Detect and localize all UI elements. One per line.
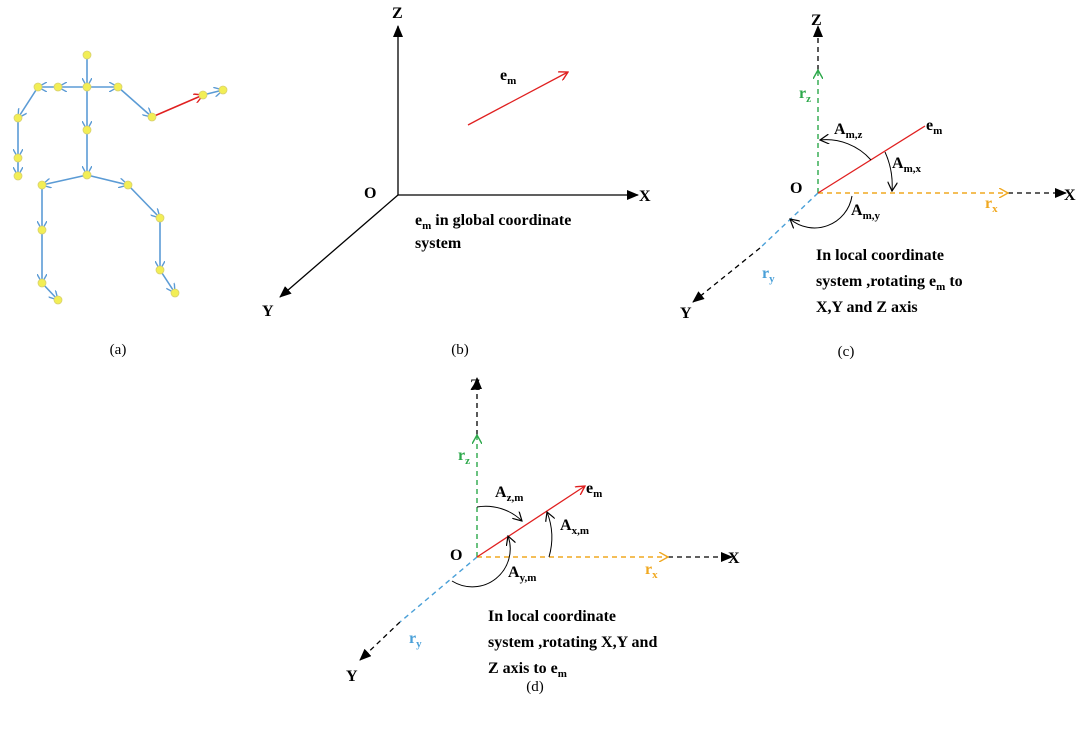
note-text: to xyxy=(945,273,962,290)
x-label: X xyxy=(639,188,651,205)
note: em in global coordinate xyxy=(415,212,571,232)
base: A xyxy=(560,517,572,534)
angle-label: Az,m xyxy=(495,484,523,504)
y-label: Y xyxy=(346,668,358,685)
caption: (a) xyxy=(110,342,127,358)
subscript: m xyxy=(936,281,945,293)
origin-label: O xyxy=(790,180,802,197)
base: r xyxy=(645,561,652,578)
base: A xyxy=(834,121,846,138)
base: e xyxy=(415,212,422,229)
base: r xyxy=(458,447,465,464)
skeleton xyxy=(14,50,228,305)
note: system ,rotating X,Y and xyxy=(488,634,657,651)
note-text: Z axis to xyxy=(488,660,551,677)
subscript: z xyxy=(465,455,470,467)
subscript: x,m xyxy=(572,525,589,537)
angle-label: Am,z xyxy=(834,121,862,141)
vector-label: em xyxy=(500,67,516,87)
subscript: m,y xyxy=(863,210,881,222)
base: r xyxy=(799,85,806,102)
axes-d xyxy=(359,377,733,661)
subscript: y xyxy=(769,273,775,285)
base: e xyxy=(926,117,933,134)
subscript: m xyxy=(422,220,431,232)
angle-label: Am,y xyxy=(851,202,880,222)
note: system ,rotating em to xyxy=(816,273,963,293)
rz-label: rz xyxy=(799,85,811,105)
base: A xyxy=(851,202,863,219)
subscript: m,x xyxy=(904,163,922,175)
subscript: z xyxy=(806,93,811,105)
subscript: m xyxy=(558,668,567,680)
subscript: x xyxy=(992,203,998,215)
y-label: Y xyxy=(680,305,692,322)
base: e xyxy=(929,273,936,290)
ry-label: ry xyxy=(762,265,775,285)
base: e xyxy=(551,660,558,677)
subscript: m xyxy=(593,488,602,500)
axes-c xyxy=(692,25,1067,303)
origin-label: O xyxy=(364,185,376,202)
note: Z axis to em xyxy=(488,660,567,680)
subscript: y,m xyxy=(520,572,537,584)
subscript: m xyxy=(507,75,516,87)
base: A xyxy=(508,564,520,581)
caption: (c) xyxy=(838,344,855,360)
note-text: in global coordinate xyxy=(431,212,571,229)
base: r xyxy=(985,195,992,212)
angle-label: Ay,m xyxy=(508,564,536,584)
caption: (b) xyxy=(451,342,469,358)
base: e xyxy=(586,480,593,497)
subscript: m,z xyxy=(846,129,863,141)
rz-label: rz xyxy=(458,447,470,467)
base: r xyxy=(762,265,769,282)
rx-label: rx xyxy=(985,195,998,215)
angle-label: Am,x xyxy=(892,155,921,175)
z-label: Z xyxy=(470,377,481,394)
axes-b xyxy=(279,25,639,298)
vector-label: em xyxy=(586,480,602,500)
subscript: z,m xyxy=(507,492,524,504)
subscript: y xyxy=(416,638,422,650)
note: X,Y and Z axis xyxy=(816,299,918,316)
origin-label: O xyxy=(450,547,462,564)
base: A xyxy=(495,484,507,501)
x-label: X xyxy=(728,550,740,567)
rx-label: rx xyxy=(645,561,658,581)
base: A xyxy=(892,155,904,172)
vector-label: em xyxy=(926,117,942,137)
base: e xyxy=(500,67,507,84)
note: system xyxy=(415,235,462,252)
angle-label: Ax,m xyxy=(560,517,589,537)
subscript: x xyxy=(652,569,658,581)
note: In local coordinate xyxy=(816,247,944,264)
base: r xyxy=(409,630,416,647)
y-label: Y xyxy=(262,303,274,320)
subscript: m xyxy=(933,125,942,137)
x-label: X xyxy=(1064,187,1076,204)
note-text: system ,rotating xyxy=(816,273,929,290)
z-label: Z xyxy=(811,12,822,29)
note: In local coordinate xyxy=(488,608,616,625)
caption: (d) xyxy=(526,679,544,695)
z-label: Z xyxy=(392,5,403,22)
ry-label: ry xyxy=(409,630,422,650)
